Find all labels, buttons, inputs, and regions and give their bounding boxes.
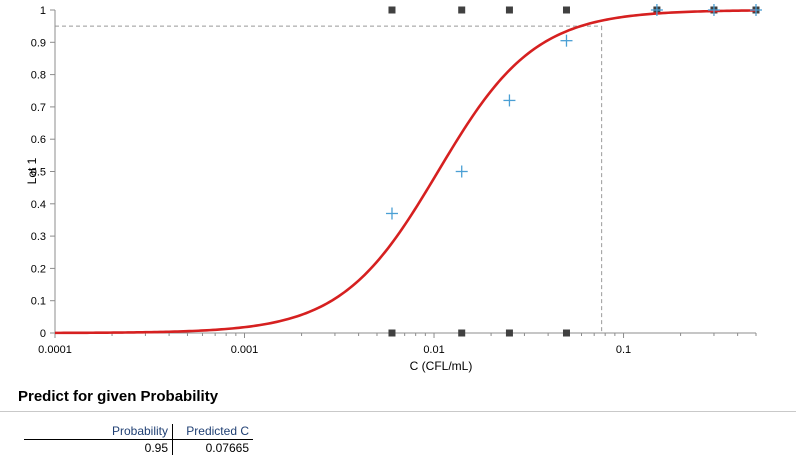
y-tick-label: 0.8 — [31, 70, 46, 82]
observed-proportion-point — [455, 165, 468, 178]
observed-proportion-point — [385, 207, 398, 220]
individual-result-point — [562, 329, 570, 337]
fitted-curve-series — [54, 9, 757, 335]
x-tick-label: 0.001 — [231, 344, 259, 356]
dose-response-chart: 0.0001 0.001 0.01 0.1 0 0.1 0.2 0.3 0.4 0.5 0.6 0.… — [25, 4, 762, 373]
y-tick-label: 0.3 — [31, 231, 46, 243]
observed-proportion-series — [385, 4, 762, 220]
x-tick-label: 0.1 — [616, 344, 631, 356]
individual-result-point — [388, 6, 396, 14]
individual-result-point — [505, 6, 513, 14]
y-tick-label: 1 — [40, 5, 46, 17]
section-divider — [0, 411, 796, 412]
fitted-curve-line — [54, 9, 757, 335]
y-tick-label: 0.5 — [31, 167, 46, 179]
x-axis-title: C (CFL/mL) — [410, 359, 473, 373]
axes — [54, 10, 756, 334]
probability-column-header: Probability — [24, 424, 173, 440]
y-tick-label: 0.2 — [31, 263, 46, 275]
predicted-c-value: 0.07665 — [205, 441, 249, 455]
predicted-c-column-header: Predicted C — [172, 424, 253, 440]
individual-result-point — [505, 329, 513, 337]
y-tick-label: 0 — [40, 328, 46, 340]
y-tick-label: 0.9 — [31, 37, 46, 49]
y-tick-label: 0.7 — [31, 102, 46, 114]
table-row: 0.95 0.07665 — [24, 439, 253, 455]
individual-results-series — [388, 6, 760, 337]
observed-proportion-point — [560, 34, 573, 47]
reference-lines — [55, 25, 603, 333]
x-tick-label: 0.01 — [423, 344, 444, 356]
observed-proportion-point — [503, 94, 516, 107]
individual-result-point — [388, 329, 396, 337]
y-axis-title: Lot 1 — [25, 157, 39, 184]
prediction-table: Probability Predicted C 0.95 0.07665 — [24, 424, 253, 455]
y-tick-label: 0.6 — [31, 134, 46, 146]
observed-proportion-point — [650, 4, 663, 16]
y-tick-label: 0.4 — [31, 199, 46, 211]
prediction-table-header: Probability Predicted C — [24, 424, 253, 440]
individual-result-point — [458, 6, 466, 14]
probability-value: 0.95 — [24, 439, 173, 455]
observed-proportion-point — [707, 4, 720, 16]
individual-result-point — [458, 329, 466, 337]
x-axis-ticks: 0.0001 0.001 0.01 0.1 — [38, 333, 757, 356]
x-tick-label: 0.0001 — [38, 344, 72, 356]
y-axis-ticks: 0 0.1 0.2 0.3 0.4 0.5 0.6 0.7 0.8 0.9 1 — [31, 5, 55, 340]
individual-result-point — [562, 6, 570, 14]
y-tick-label: 0.1 — [31, 296, 46, 308]
prediction-section-title: Predict for given Probability — [18, 388, 219, 405]
observed-proportion-point — [750, 4, 762, 16]
